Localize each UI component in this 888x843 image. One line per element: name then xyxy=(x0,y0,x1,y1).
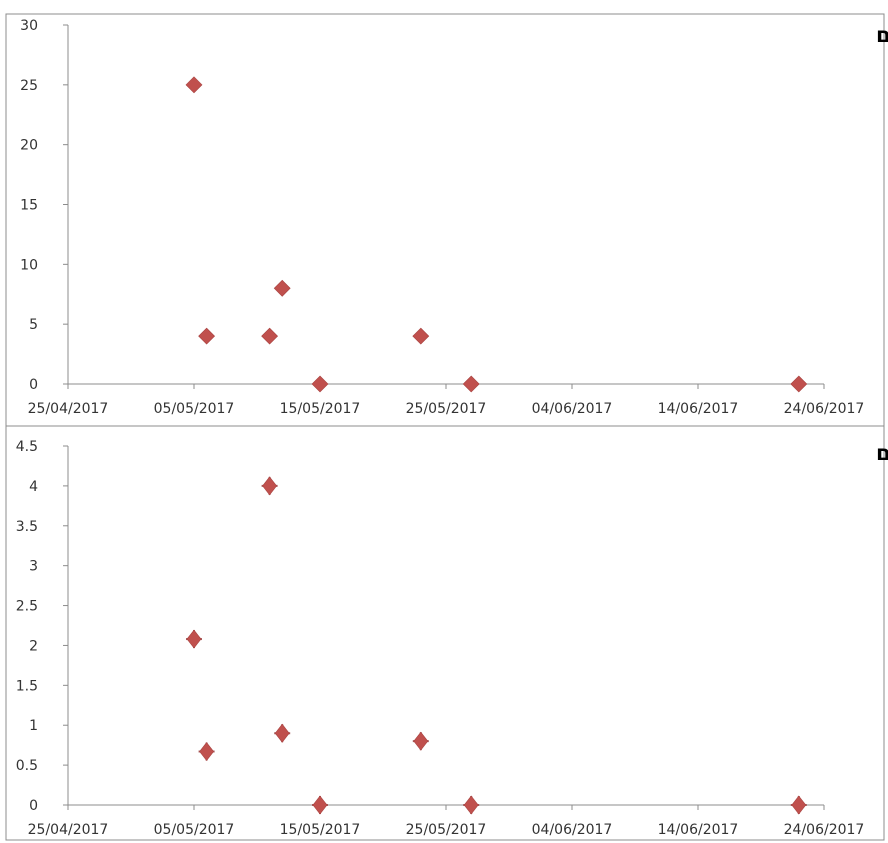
data-point-marker xyxy=(186,629,202,649)
data-point-marker xyxy=(199,742,214,762)
x-tick-label: 15/05/2017 xyxy=(280,822,361,838)
chart-border xyxy=(5,13,885,426)
chart-svg: 0 0.5 1 1.5 2 2.5 3 3.5 4 4.5 25/04/2017 05/05/2017… xyxy=(5,426,888,841)
x-tick-label: 05/05/2017 xyxy=(154,401,235,417)
data-point-marker xyxy=(273,279,291,297)
x-tick-label: 04/06/2017 xyxy=(532,401,613,417)
y-tick-label: 25 xyxy=(20,78,38,94)
x-tick-label: 05/05/2017 xyxy=(154,822,235,838)
x-tick-label: 25/04/2017 xyxy=(28,401,109,417)
data-point-marker xyxy=(274,723,290,743)
data-point xyxy=(198,742,215,762)
y-tick-label: 4.5 xyxy=(16,439,38,455)
y-tick-label: 10 xyxy=(20,257,38,273)
data-point-marker xyxy=(185,76,203,94)
data-point xyxy=(274,723,291,743)
chart-panel-daily-count: 0 5 10 15 20 25 30 25/04/2017 05/05/2017 15/05/20… xyxy=(5,13,888,426)
x-tick-label: 25/05/2017 xyxy=(406,401,487,417)
y-tick-label: 0 xyxy=(29,798,38,814)
y-tick-label: 20 xyxy=(20,138,38,154)
data-point-marker xyxy=(790,375,808,393)
data-point xyxy=(186,629,202,649)
data-point xyxy=(412,731,429,751)
data-point-marker xyxy=(312,795,328,815)
data-point-marker xyxy=(463,795,479,815)
y-tick-label: 5 xyxy=(29,317,38,333)
y-tick-label: 1 xyxy=(29,718,38,734)
data-point xyxy=(198,327,216,345)
y-tick-label: 1.5 xyxy=(16,678,38,694)
x-tick-label: 15/05/2017 xyxy=(280,401,361,417)
x-tick-label: 24/06/2017 xyxy=(784,822,865,838)
data-point xyxy=(311,375,329,393)
y-tick-label: 0.5 xyxy=(16,758,38,774)
chart-svg: 0 5 10 15 20 25 30 25/04/2017 05/05/2017 15/05/20… xyxy=(5,13,888,426)
data-point-marker xyxy=(261,327,279,345)
y-tick-label: 3 xyxy=(29,559,38,575)
data-point-marker xyxy=(413,731,429,751)
data-point xyxy=(273,279,291,297)
x-tick-label: 14/06/2017 xyxy=(658,822,739,838)
y-tick-label: 0 xyxy=(29,377,38,393)
data-point-marker xyxy=(791,795,807,815)
data-point xyxy=(312,795,328,815)
data-point xyxy=(462,375,480,393)
data-point-marker xyxy=(412,327,430,345)
data-point-marker xyxy=(198,327,216,345)
data-point-marker xyxy=(462,375,480,393)
x-tick-label: 14/06/2017 xyxy=(658,401,739,417)
y-tick-label: 3.5 xyxy=(16,519,38,535)
y-tick-label: 2.5 xyxy=(16,599,38,615)
data-point xyxy=(261,327,279,345)
chart-panel-per-observer: 0 0.5 1 1.5 2 2.5 3 3.5 4 4.5 25/04/2017 05/05/2017… xyxy=(0,426,888,843)
data-point xyxy=(790,375,808,393)
x-tick-label: 04/06/2017 xyxy=(532,822,613,838)
chart-title: מספר פרפרים בימי התצפית השונים בחפצי-בה … xyxy=(876,23,888,47)
data-point-marker xyxy=(311,375,329,393)
data-point-marker xyxy=(262,476,277,496)
data-point xyxy=(463,795,480,815)
data-point xyxy=(185,76,203,94)
chart-title: מספר פרפרים חלקי מספר צופים - חפצי-בה דר… xyxy=(876,441,888,465)
y-tick-label: 2 xyxy=(29,638,38,654)
data-point xyxy=(261,476,278,496)
y-tick-label: 30 xyxy=(20,18,38,34)
data-point xyxy=(412,327,430,345)
x-tick-label: 25/05/2017 xyxy=(406,822,487,838)
chart-border xyxy=(5,426,885,841)
y-tick-label: 15 xyxy=(20,198,38,214)
y-tick-label: 4 xyxy=(29,479,38,495)
x-tick-label: 24/06/2017 xyxy=(784,401,865,417)
x-tick-label: 25/04/2017 xyxy=(28,822,109,838)
data-point xyxy=(790,795,807,815)
